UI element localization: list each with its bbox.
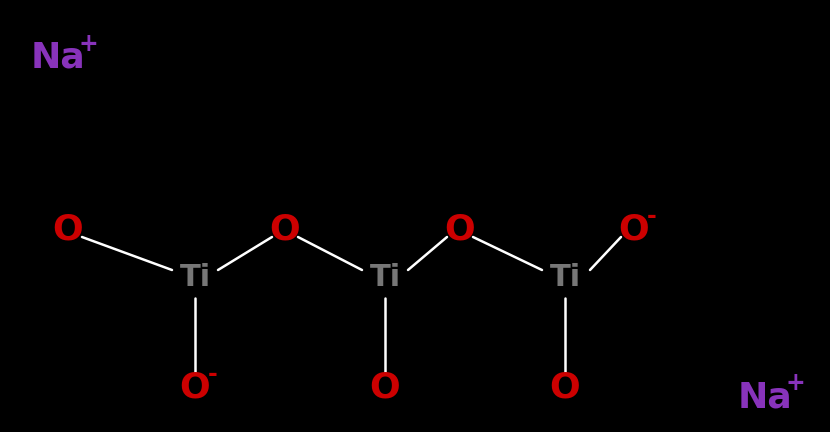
Text: O: O	[179, 371, 210, 405]
Text: Ti: Ti	[549, 264, 581, 292]
Text: Na: Na	[738, 380, 793, 414]
Text: Ti: Ti	[179, 264, 211, 292]
Text: O: O	[270, 213, 300, 247]
Text: O: O	[369, 371, 400, 405]
Text: O: O	[445, 213, 476, 247]
Text: +: +	[785, 371, 805, 395]
Text: -: -	[208, 362, 217, 386]
Text: O: O	[52, 213, 83, 247]
Text: O: O	[549, 371, 580, 405]
Text: +: +	[78, 32, 98, 56]
Text: Ti: Ti	[369, 264, 401, 292]
Text: Na: Na	[31, 41, 85, 75]
Text: O: O	[618, 213, 649, 247]
Text: -: -	[647, 204, 657, 228]
